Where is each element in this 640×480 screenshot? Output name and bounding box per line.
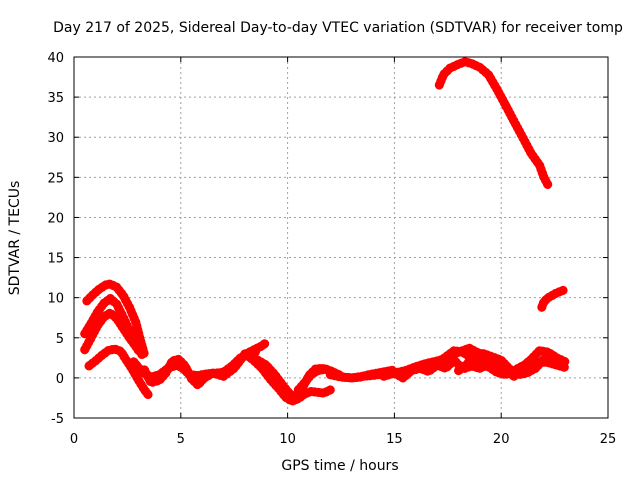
data-series — [80, 57, 570, 406]
chart-title: Day 217 of 2025, Sidereal Day-to-day VTE… — [53, 20, 623, 36]
y-tick-label: 35 — [47, 91, 64, 106]
y-tick-label: 10 — [47, 292, 64, 307]
y-tick-label: 40 — [47, 51, 64, 66]
y-tick-label: 5 — [56, 332, 64, 347]
series-markers-track-late-rise — [537, 285, 568, 312]
y-tick-label: 25 — [47, 171, 64, 186]
x-tick-label: 15 — [386, 432, 403, 447]
x-axis-label: GPS time / hours — [281, 458, 398, 474]
series-markers-track-early-a — [82, 279, 149, 360]
axis-ticks: 0 5 10 15 20 25 -5 0 5 10 15 20 25 30 35 40 — [47, 51, 616, 447]
x-tick-label: 20 — [493, 432, 510, 447]
y-axis-label: SDTVAR / TECUs — [7, 181, 23, 296]
x-tick-label: 10 — [279, 432, 296, 447]
series-markers-track-late-2 — [379, 346, 570, 383]
x-tick-label: 5 — [177, 432, 185, 447]
series-markers-track-early-low — [84, 344, 154, 400]
series-markers-track-late-4 — [454, 348, 568, 380]
y-tick-label: 30 — [47, 131, 64, 146]
y-tick-label: 15 — [47, 252, 64, 267]
series-markers-track-main-2 — [140, 346, 263, 390]
series-markers-track-early-c — [80, 308, 145, 358]
y-tick-label: 20 — [47, 211, 64, 226]
y-tick-label: -5 — [51, 412, 64, 427]
y-tick-label: 0 — [56, 372, 64, 387]
x-tick-label: 25 — [600, 432, 617, 447]
plot-frame — [73, 56, 609, 419]
x-tick-label: 0 — [70, 432, 78, 447]
series-markers-track-high-arc — [434, 57, 553, 190]
series-markers-track-mid-dip-a — [240, 349, 335, 406]
